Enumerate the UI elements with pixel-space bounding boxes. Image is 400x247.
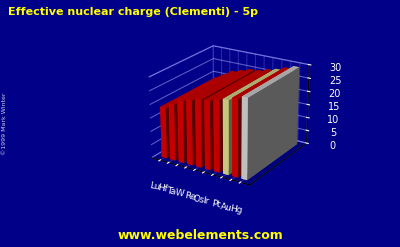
Text: ©1999 Mark Winter: ©1999 Mark Winter [2, 92, 7, 155]
Text: www.webelements.com: www.webelements.com [117, 229, 283, 242]
Text: Effective nuclear charge (Clementi) - 5p: Effective nuclear charge (Clementi) - 5p [8, 7, 258, 17]
